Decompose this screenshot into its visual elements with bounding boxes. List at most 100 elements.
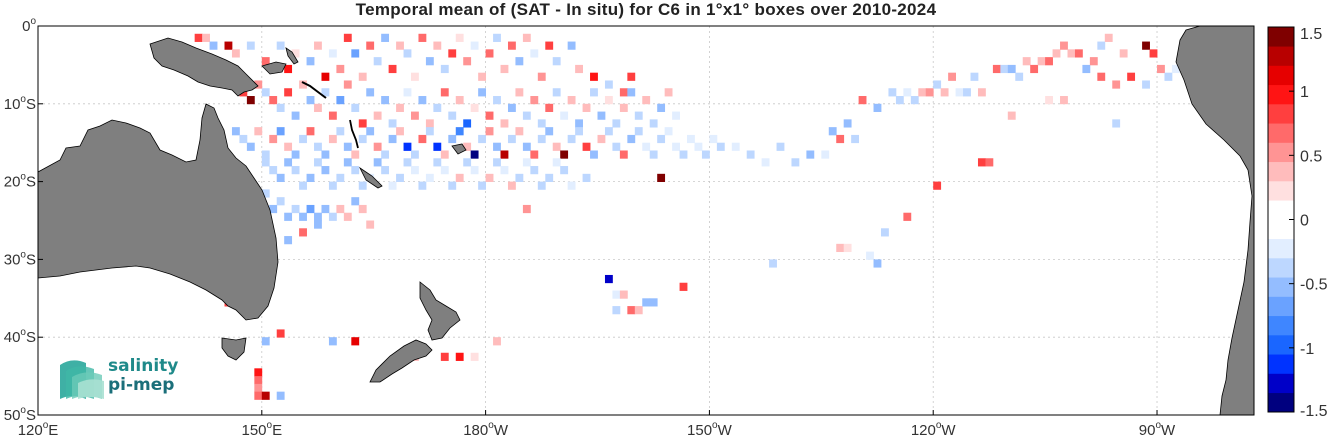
colorbar-segment <box>1268 315 1294 336</box>
data-cell <box>388 181 397 190</box>
data-cell <box>373 111 382 120</box>
colorbar-tick-label: 1.5 <box>1300 26 1322 43</box>
data-cell <box>470 41 479 50</box>
data-cell <box>396 103 404 112</box>
colorbar-segment <box>1268 65 1294 86</box>
data-cell <box>612 306 621 315</box>
data-cell <box>1089 57 1098 66</box>
data-cell <box>343 142 352 151</box>
logo-text-salinity: salinity <box>108 356 179 376</box>
data-cell <box>411 150 419 159</box>
data-cell <box>627 72 636 81</box>
data-cell <box>358 119 367 128</box>
data-cell <box>418 96 427 105</box>
data-cell <box>701 150 710 159</box>
data-cell <box>418 33 427 42</box>
data-cell <box>321 88 330 97</box>
data-cell <box>276 391 285 400</box>
data-cell <box>358 72 367 81</box>
data-cell <box>1119 49 1128 58</box>
data-cell <box>903 88 912 97</box>
data-cell <box>694 142 703 151</box>
data-cell <box>642 142 651 151</box>
data-cell <box>1052 49 1061 58</box>
data-cell <box>306 57 315 66</box>
data-cell <box>582 173 591 182</box>
colorbar-tick-label: 0.5 <box>1300 148 1322 165</box>
data-cell <box>627 134 636 144</box>
data-cell <box>567 134 576 144</box>
land-masses <box>38 26 1254 415</box>
data-cell <box>261 189 270 198</box>
data-cell <box>284 142 293 151</box>
lon-tick-label: 120oW <box>911 420 957 438</box>
data-cell <box>537 119 546 128</box>
data-cell <box>672 111 680 120</box>
data-cell <box>493 142 501 151</box>
data-cell <box>291 166 300 175</box>
colorbar-segment <box>1268 46 1294 66</box>
data-cell <box>657 103 666 112</box>
data-cell <box>411 166 419 175</box>
data-cell <box>515 127 524 136</box>
data-cell <box>470 103 479 112</box>
data-cell <box>299 134 307 144</box>
data-cell <box>336 96 345 105</box>
data-cell <box>545 127 554 136</box>
data-cell <box>545 103 554 112</box>
data-cell <box>604 127 613 136</box>
colorbar-tick-label: -0.5 <box>1300 277 1328 294</box>
data-cell <box>470 150 479 159</box>
data-cell <box>530 166 539 175</box>
data-cell <box>478 88 487 97</box>
data-cell <box>672 142 680 151</box>
data-cell <box>425 57 434 66</box>
data-cell <box>478 181 487 190</box>
land-solomon-islands <box>301 81 327 99</box>
data-cell <box>575 127 583 136</box>
data-cell <box>597 111 606 120</box>
data-cell <box>440 352 449 361</box>
colorbar-segment <box>1268 181 1294 201</box>
data-cell <box>537 72 546 81</box>
data-cell <box>634 127 643 136</box>
data-cell <box>1142 80 1150 89</box>
data-cell <box>619 150 628 159</box>
data-cell <box>552 57 561 66</box>
colorbar-segment <box>1268 373 1294 394</box>
data-cell <box>254 383 263 393</box>
data-cell <box>448 49 457 58</box>
data-cell <box>1022 57 1031 66</box>
data-cell <box>425 173 434 182</box>
data-cell <box>843 119 852 128</box>
data-cell <box>843 243 852 253</box>
data-cell <box>866 251 874 260</box>
data-cell <box>403 142 412 151</box>
data-cell <box>1060 96 1068 105</box>
colorbar-tick-label: -1 <box>1300 341 1314 358</box>
data-cell <box>351 150 360 159</box>
data-cell <box>299 80 307 89</box>
data-cell <box>1007 64 1016 74</box>
land-south-america <box>1175 26 1254 415</box>
data-cell <box>493 337 501 346</box>
colorbar-segment <box>1268 219 1294 240</box>
data-cell <box>582 103 591 112</box>
data-cell <box>522 204 531 214</box>
lat-tick-label: 20oS <box>4 172 36 191</box>
data-cell <box>948 72 956 81</box>
data-cell <box>440 64 449 74</box>
data-cell <box>545 173 554 182</box>
data-cell <box>627 306 636 315</box>
data-cell <box>1127 72 1136 81</box>
land-new-caledonia <box>358 166 383 189</box>
data-cell <box>1112 80 1121 89</box>
data-cell <box>575 119 583 128</box>
data-cell <box>1007 111 1016 120</box>
data-cell <box>1157 64 1165 74</box>
data-cell <box>440 166 449 175</box>
data-cell <box>933 80 942 89</box>
data-cell <box>202 33 210 42</box>
lat-tick-label: 30oS <box>4 249 36 268</box>
data-cell <box>314 220 322 229</box>
